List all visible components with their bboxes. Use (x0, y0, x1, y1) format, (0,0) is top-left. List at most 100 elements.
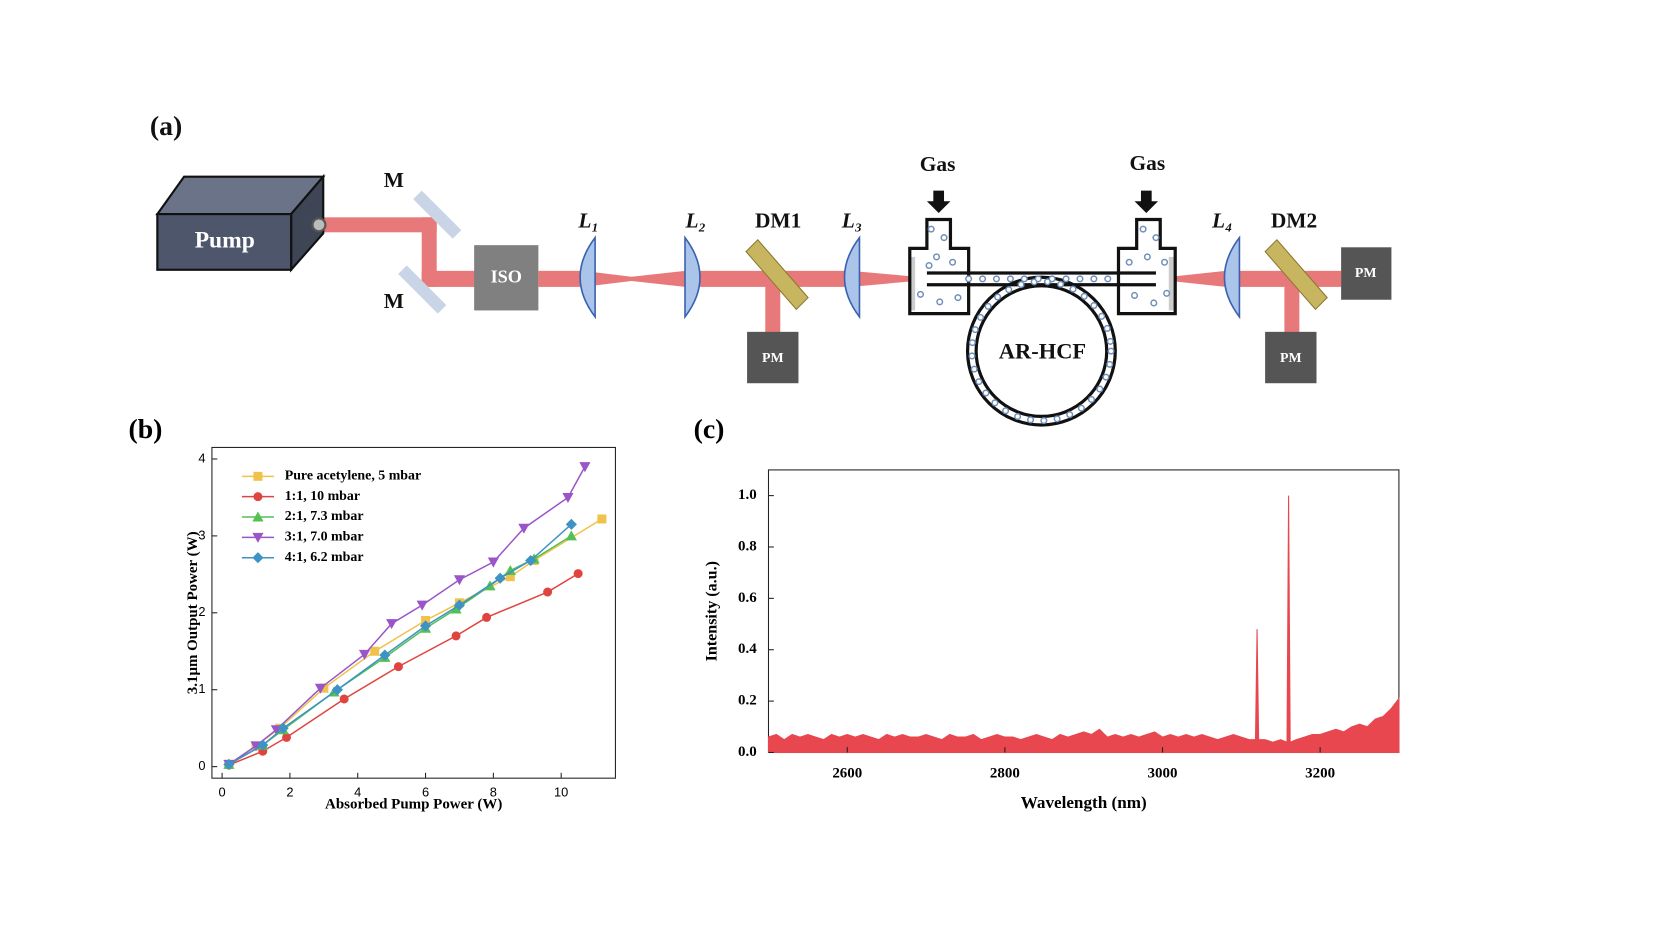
marker (358, 649, 371, 660)
gas-molecule (1005, 286, 1013, 294)
plot-frame (767, 469, 1400, 754)
y-axis-label: 3.1μm Output Power (W) (185, 531, 201, 694)
y-tick-label: 3 (198, 527, 205, 542)
gas-molecule (1106, 337, 1114, 345)
gas-molecule (949, 258, 957, 266)
x-tick-label: 2800 (990, 765, 1020, 781)
marker (504, 564, 516, 576)
dichroic-mirror (745, 239, 1328, 311)
gas-molecule (1152, 234, 1160, 242)
legend-label: Pure acetylene, 5 mbar (285, 469, 421, 484)
marker (314, 683, 326, 694)
gas-cell (908, 217, 1177, 427)
isolator-label: ISO (491, 267, 522, 287)
marker (573, 569, 583, 579)
gas-molecule (925, 261, 933, 270)
gas-molecule (1150, 299, 1158, 307)
gas-molecule (1087, 395, 1096, 403)
gas-molecule (991, 399, 999, 407)
marker (331, 684, 343, 696)
gas-molecule (933, 253, 941, 261)
panel-label: (c) (694, 414, 725, 445)
marker (370, 646, 380, 656)
gas-molecule (975, 378, 983, 386)
y-tick-label: 0 (198, 758, 205, 773)
y-tick-label: 0.0 (738, 744, 757, 760)
gas-molecule (1107, 347, 1115, 355)
gas-label: Gas (1130, 151, 1166, 175)
lens-label: L₁ (577, 209, 599, 233)
power-meter-label: PM (1280, 351, 1302, 366)
gas-molecule (1103, 324, 1111, 332)
gas-molecule (954, 294, 962, 302)
mirror-label: M (384, 168, 404, 192)
marker (494, 572, 506, 584)
gas-molecule (1057, 280, 1065, 288)
x-tick-label: 4 (354, 785, 361, 800)
power-meter-label: PM (762, 351, 784, 366)
y-tick-label: 4 (198, 450, 205, 465)
marker (419, 620, 432, 632)
gas-molecule (1125, 258, 1133, 266)
lens (579, 235, 1241, 320)
fiber-label: AR-HCF (999, 338, 1086, 363)
legend-label: 2:1, 7.3 mbar (285, 509, 364, 524)
gas-arrow (926, 190, 1159, 214)
power-meter-label: PM (1355, 266, 1377, 281)
legend-label: 4:1, 6.2 mbar (285, 550, 364, 565)
marker (562, 492, 574, 504)
gas-molecule (1104, 275, 1112, 283)
y-axis-label: Intensity (a.u.) (704, 561, 721, 661)
gas-molecule (965, 275, 973, 283)
gas-molecule (1076, 275, 1084, 283)
y-tick-label: 2 (198, 604, 205, 619)
x-tick-label: 6 (422, 785, 429, 800)
gas-molecule (1027, 416, 1035, 424)
x-tick-label: 3200 (1305, 765, 1335, 781)
gas-molecule (968, 339, 976, 347)
marker (386, 619, 398, 630)
y-tick-label: 1 (198, 681, 205, 696)
gas-molecule (940, 234, 948, 242)
gas-molecule (1160, 258, 1169, 266)
pump-laser (155, 173, 327, 273)
marker (252, 511, 264, 522)
gas-molecule (984, 302, 992, 310)
x-tick-label: 0 (219, 785, 226, 800)
y-tick-label: 1.0 (738, 487, 757, 503)
y-tick-label: 0.2 (738, 693, 757, 709)
marker (482, 612, 492, 622)
gas-molecule (1062, 275, 1070, 283)
panel-label: (b) (128, 414, 162, 445)
gas-molecule (1034, 275, 1042, 283)
lens-label: L₄ (1211, 209, 1233, 233)
x-tick-label: 2 (286, 785, 293, 800)
gas-molecule (994, 293, 1002, 301)
gas-molecule (1090, 275, 1098, 283)
x-tick-label: 3000 (1148, 765, 1178, 781)
marker (565, 518, 577, 530)
gas-molecule (1077, 404, 1085, 412)
gas-molecule (1006, 275, 1014, 283)
gas-molecule (968, 352, 976, 360)
marker (253, 471, 263, 481)
marker (451, 631, 461, 641)
gas-molecule (1069, 285, 1077, 293)
legend-label: 3:1, 7.0 mbar (285, 530, 364, 545)
marker (252, 552, 264, 564)
gas-molecule (1017, 281, 1025, 289)
y-tick-label: 0.8 (738, 538, 757, 554)
gas-molecule (916, 290, 925, 298)
gas-molecule (936, 298, 944, 306)
gas-molecule (1163, 289, 1171, 297)
x-tick-label: 2600 (832, 765, 862, 781)
gas-molecule (970, 365, 978, 373)
gas-molecule (1014, 412, 1022, 421)
panel-label: (a) (150, 111, 182, 142)
marker (282, 732, 292, 742)
marker (543, 587, 553, 597)
gas-molecule (1106, 360, 1114, 368)
gas-molecule (1040, 417, 1048, 425)
isolator (474, 245, 539, 311)
